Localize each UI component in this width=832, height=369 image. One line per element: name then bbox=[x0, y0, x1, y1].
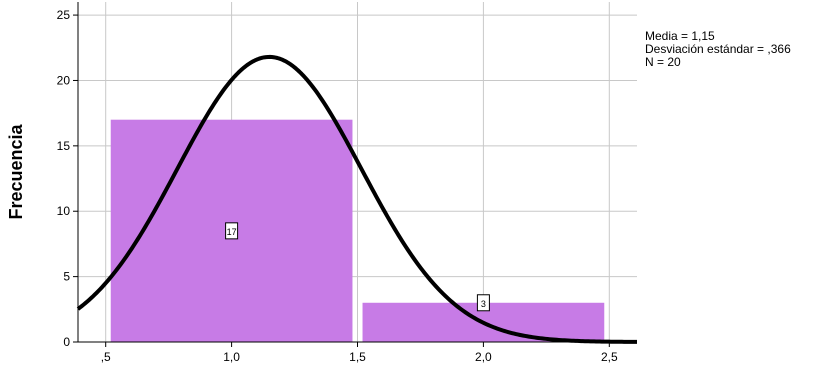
data-label-box bbox=[225, 222, 239, 240]
data-label: 3 bbox=[481, 299, 486, 309]
y-tick-label: 15 bbox=[57, 139, 71, 153]
x-tick-label: 2,5 bbox=[601, 350, 618, 364]
x-tick-label: 2,0 bbox=[475, 350, 492, 364]
sd-stat: Desviación estándar = ,366 bbox=[645, 42, 791, 56]
y-tick-label: 20 bbox=[57, 73, 71, 87]
x-tick-label: ,5 bbox=[101, 350, 111, 364]
y-tick-label: 0 bbox=[63, 335, 70, 349]
x-tick-label: 1,5 bbox=[349, 350, 366, 364]
statistics-box: Media = 1,15 Desviación estándar = ,366 … bbox=[645, 30, 791, 69]
y-axis-title: Frecuencia bbox=[6, 123, 26, 219]
y-tick-label: 10 bbox=[57, 204, 71, 218]
y-tick-label: 25 bbox=[57, 8, 71, 22]
y-tick-label: 5 bbox=[63, 270, 70, 284]
mean-stat: Media = 1,15 bbox=[645, 29, 715, 43]
normal-curve bbox=[76, 54, 638, 344]
n-stat: N = 20 bbox=[645, 55, 681, 69]
x-tick-label: 1,0 bbox=[223, 350, 240, 364]
data-label: 17 bbox=[227, 227, 237, 237]
data-label-box bbox=[476, 294, 490, 312]
